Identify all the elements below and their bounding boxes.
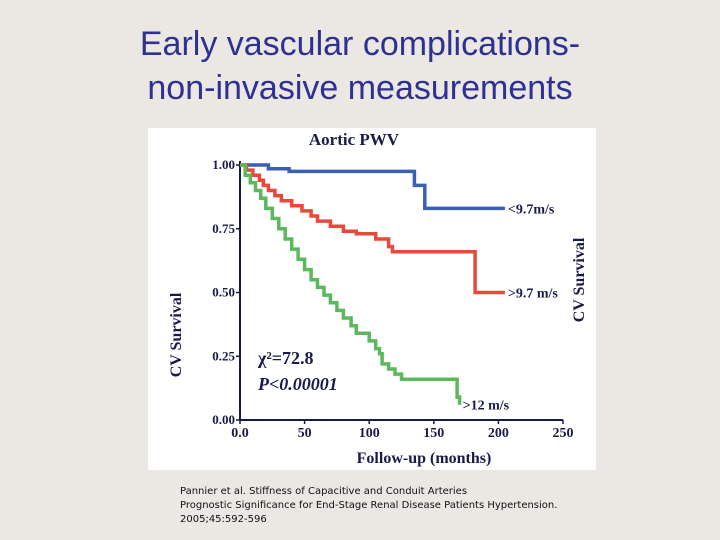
y-tick-label: 0.75 xyxy=(212,221,235,236)
p-value-annotation: P<0.00001 xyxy=(257,374,338,394)
slide-title-line-1: Early vascular complications- xyxy=(139,25,581,63)
series-line-3 xyxy=(240,163,462,405)
y-tick-label: 1.00 xyxy=(212,157,235,172)
series-line-2 xyxy=(240,163,505,295)
x-tick-label: 150 xyxy=(423,426,444,441)
citation: Pannier et al. Stiffness of Capacitive a… xyxy=(180,485,700,527)
axes: 0.00 0.25 0.50 0.75 1.00 0.0 50 100 150 200 250 xyxy=(212,157,573,441)
y-axis-label: CV Survival xyxy=(168,292,185,377)
x-tick-label: 50 xyxy=(298,426,312,441)
x-tick-label: 200 xyxy=(488,426,509,441)
y-tick-label: 0.25 xyxy=(212,348,235,363)
survival-chart: Aortic PWV 0.00 0.25 0.50 0.75 1.00 0.0 50 100 1… xyxy=(168,130,588,467)
series-layer: <9.7m/s >9.7 m/s >12 m/s xyxy=(240,163,559,414)
citation-line-1: Pannier et al. Stiffness of Capacitive a… xyxy=(180,486,468,497)
y-tick-label: 0.50 xyxy=(212,285,235,300)
series-label-2: >9.7 m/s xyxy=(508,287,559,302)
citation-line-2: Prognostic Significance for End-Stage Re… xyxy=(180,500,558,511)
series-line-1 xyxy=(240,163,505,211)
x-tick-label: 250 xyxy=(553,426,574,441)
series-label-3: >12 m/s xyxy=(463,399,510,414)
y-tick-label: 0.00 xyxy=(212,412,235,427)
series-label-1: <9.7m/s xyxy=(508,202,555,217)
x-axis-label: Follow-up (months) xyxy=(357,450,492,467)
x-tick-label: 100 xyxy=(359,426,380,441)
slide-title-line-2: non-invasive measurements xyxy=(147,69,573,107)
y-axis-label-right: CV Survival xyxy=(571,237,588,322)
chart-panel: Aortic PWV 0.00 0.25 0.50 0.75 1.00 0.0 50 100 1… xyxy=(148,128,596,470)
slide-title: Early vascular complications- non-invasi… xyxy=(0,22,720,110)
citation-line-3: 2005;45:592-596 xyxy=(180,514,267,525)
x-tick-label: 0.0 xyxy=(231,426,249,441)
chart-title: Aortic PWV xyxy=(309,130,400,149)
chi-square-annotation: χ²=72.8 xyxy=(257,348,313,368)
